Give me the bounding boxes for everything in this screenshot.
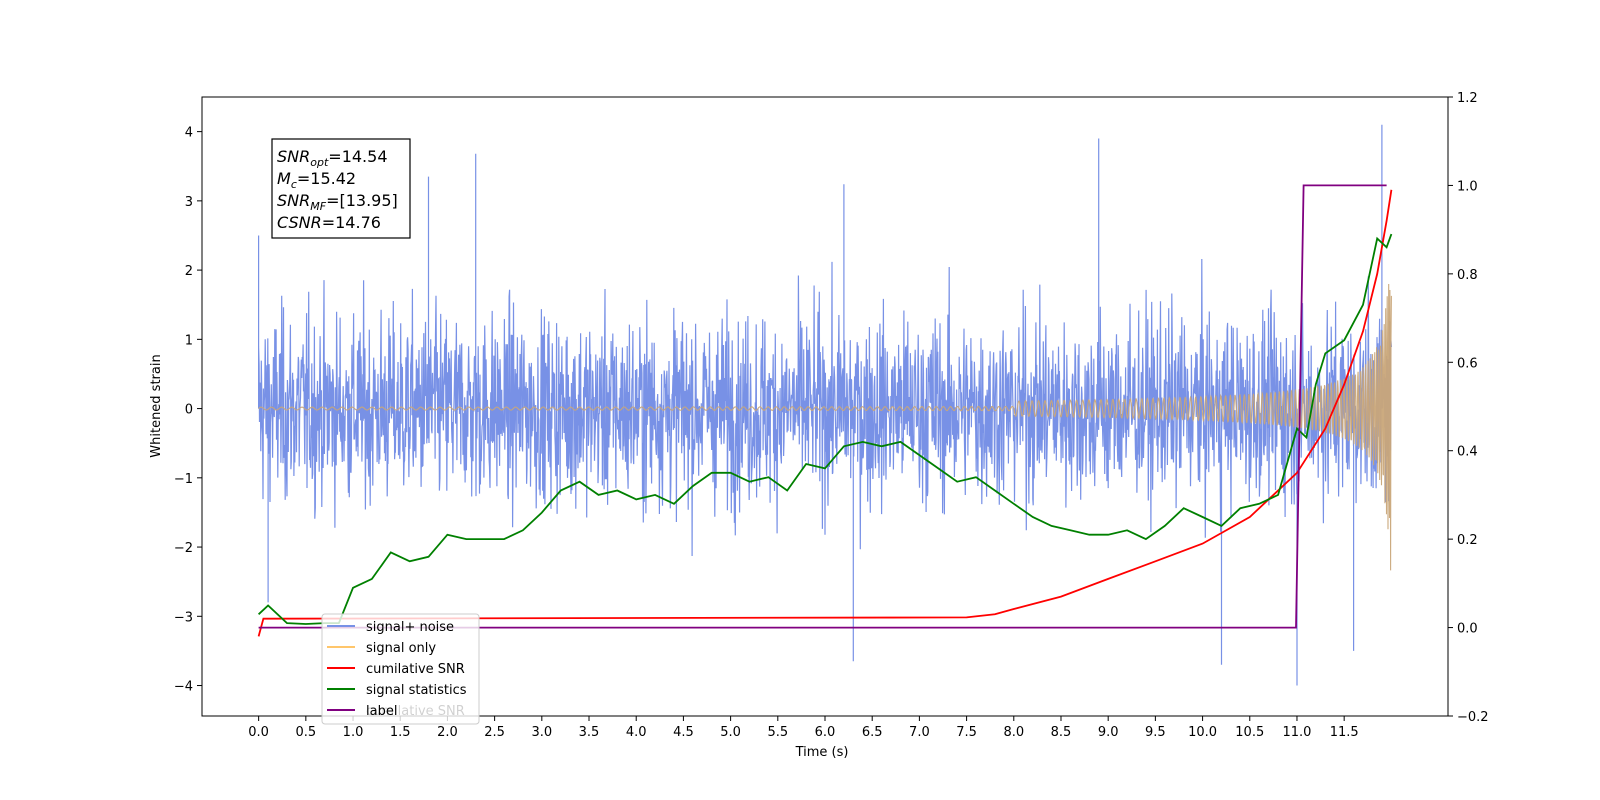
x-tick-label: 6.5 (862, 725, 883, 740)
series-signal-statistics (257, 233, 1393, 625)
x-axis-label: Time (s) (795, 745, 849, 760)
y-tick-label: −1 (174, 472, 193, 487)
x-tick-label: 6.0 (815, 725, 836, 740)
y2-tick-label: 0.6 (1457, 356, 1478, 371)
y2-tick-label: 0.0 (1457, 622, 1478, 637)
y2-tick-label: 1.0 (1457, 179, 1478, 194)
x-tick-label: 9.0 (1098, 725, 1119, 740)
y2-tick-label: 0.2 (1457, 533, 1478, 548)
legend-overlap-text: cumilative SNR (366, 704, 465, 719)
y-axis-left: 4 3 2 1 0 −1 −2 −3 −4 (174, 126, 202, 695)
annotation-line: SNRopt=14.54 (277, 147, 388, 169)
y2-tick-label: 0.8 (1457, 268, 1478, 283)
x-tick-label: 5.5 (767, 725, 788, 740)
y-tick-label: 0 (185, 403, 193, 418)
y-tick-label: 2 (185, 264, 193, 279)
x-tick-label: 7.0 (909, 725, 930, 740)
legend-label: signal only (366, 641, 436, 656)
x-tick-label: 1.0 (343, 725, 364, 740)
legend-label: cumilative SNR (366, 662, 465, 677)
x-tick-label: 7.5 (956, 725, 977, 740)
y-tick-label: 1 (185, 333, 193, 348)
x-tick-label: 11.5 (1330, 725, 1359, 740)
y-tick-label: 3 (185, 195, 193, 210)
annotation-line: SNRMF=[13.95] (277, 191, 398, 213)
plot-area (257, 124, 1393, 686)
x-tick-label: 8.0 (1003, 725, 1024, 740)
annotation-line: Mc=15.42 (277, 169, 356, 191)
legend-label: signal statistics (366, 683, 467, 698)
x-tick-label: 5.0 (720, 725, 741, 740)
y-tick-label: −4 (174, 680, 193, 695)
x-tick-label: 4.5 (673, 725, 694, 740)
x-tick-label: 9.5 (1145, 725, 1166, 740)
y-tick-label: 4 (185, 126, 193, 141)
x-tick-label: 2.5 (484, 725, 505, 740)
legend: signal+ noise signal only cumilative SNR si… (321, 613, 480, 725)
annotation-frame (271, 138, 411, 239)
x-tick-label: 2.0 (437, 725, 458, 740)
y-axis-right: 1.2 1.0 0.8 0.6 0.4 0.2 0.0 −0.2 (1448, 91, 1489, 725)
legend-label: signal+ noise (366, 620, 454, 635)
x-tick-label: 8.5 (1051, 725, 1072, 740)
x-tick-label: 10.0 (1188, 725, 1217, 740)
y-tick-label: −3 (174, 610, 193, 625)
x-tick-label: 0.0 (248, 725, 269, 740)
x-tick-label: 4.0 (626, 725, 647, 740)
y-axis-label: Whitened strain (149, 354, 164, 457)
x-tick-label: 11.0 (1282, 725, 1311, 740)
y2-tick-label: 0.4 (1457, 445, 1478, 460)
x-tick-label: 3.0 (531, 725, 552, 740)
annotation-line: CSNR=14.76 (277, 213, 381, 232)
legend-frame (321, 613, 480, 725)
y2-tick-label: −0.2 (1457, 710, 1489, 725)
series-label (258, 184, 1387, 629)
x-tick-label: 3.5 (579, 725, 600, 740)
x-tick-label: 10.5 (1235, 725, 1264, 740)
y-tick-label: −2 (174, 541, 193, 556)
series-signal-only (258, 283, 1392, 571)
annotation-box: SNRopt=14.54Mc=15.42SNRMF=[13.95]CSNR=14… (271, 138, 411, 239)
x-tick-label: 1.5 (390, 725, 411, 740)
legend-label: label (366, 704, 397, 719)
y2-tick-label: 1.2 (1457, 91, 1478, 106)
x-tick-label: 0.5 (295, 725, 316, 740)
x-axis: 0.0 0.5 1.0 1.5 2.0 2.5 3.0 3.5 4.0 4.5 5.0 5.5 6.0 6… (248, 716, 1359, 740)
series-cumilative-snr (257, 189, 1393, 637)
